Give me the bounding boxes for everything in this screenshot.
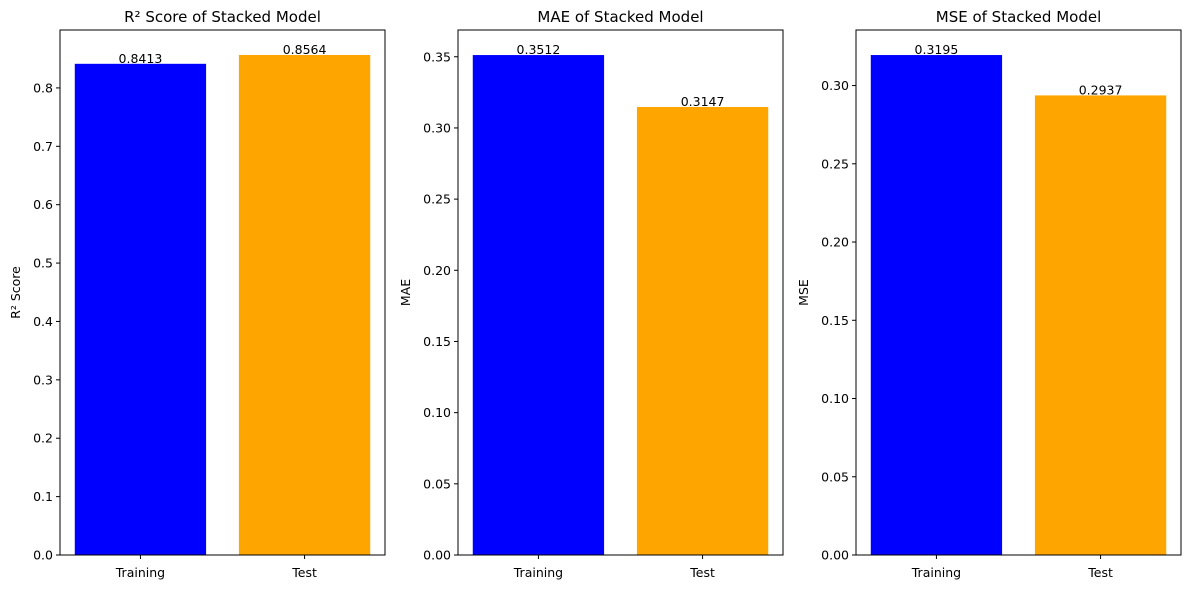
chart-panel-2: 0.3512 Training 0.3147 Test 0.00 0.05 0.10 0.15… [398, 8, 784, 580]
y-tick-label: 0.05 [821, 469, 849, 484]
y-tick-label: 0.10 [423, 405, 451, 420]
y-tick-label: 0.10 [821, 391, 849, 406]
chart-panel-3: 0.3195 Training 0.2937 Test 0.00 0.05 0.10 0.15… [796, 8, 1182, 580]
y-axis-label: MSE [796, 279, 811, 306]
y-tick-label: 0.25 [821, 156, 849, 171]
chart-title: MAE of Stacked Model [537, 8, 703, 26]
y-tick-label: 0.00 [821, 548, 849, 563]
y-tick-label: 0.20 [423, 263, 451, 278]
data-label-training: 0.3512 [517, 42, 561, 57]
bar-training [74, 63, 207, 555]
y-tick-label: 0.1 [33, 489, 53, 504]
bar-test [1034, 95, 1167, 555]
plot-frame [855, 29, 1182, 556]
y-tick-label: 0.8 [33, 80, 53, 95]
bar-training [870, 55, 1003, 555]
y-tick-label: 0.4 [33, 314, 53, 329]
y-tick-label: 0.6 [33, 197, 53, 212]
y-tick-label: 0.30 [423, 120, 451, 135]
y-axis-label: MAE [398, 279, 413, 306]
x-tick-label-training: Training [115, 565, 165, 580]
y-tick-label: 0.0 [33, 548, 53, 563]
y-tick-label: 0.15 [423, 334, 451, 349]
y-axis-label: R² Score [8, 266, 23, 319]
y-tick-label: 0.25 [423, 192, 451, 207]
bar-training [472, 55, 605, 555]
plot-frame [457, 29, 784, 556]
y-tick-label: 0.5 [33, 256, 53, 271]
chart-title: MSE of Stacked Model [936, 8, 1101, 26]
y-tick-label: 0.30 [821, 78, 849, 93]
x-tick-label-training: Training [513, 565, 563, 580]
y-tick-label: 0.00 [423, 548, 451, 563]
y-tick-label: 0.15 [821, 313, 849, 328]
bar-test [636, 107, 769, 556]
data-label-training: 0.3195 [915, 42, 959, 57]
y-tick-label: 0.35 [423, 49, 451, 64]
data-label-test: 0.2937 [1079, 82, 1123, 97]
y-tick-label: 0.3 [33, 372, 53, 387]
y-tick-label: 0.7 [33, 139, 53, 154]
y-tick-label: 0.20 [821, 235, 849, 250]
plot-frame [59, 29, 386, 556]
bar-test [238, 54, 371, 555]
data-label-test: 0.3147 [681, 94, 725, 109]
data-label-training: 0.8413 [119, 51, 163, 66]
y-tick-label: 0.2 [33, 431, 53, 446]
y-tick-label: 0.05 [423, 476, 451, 491]
x-tick-label-test: Test [689, 565, 715, 580]
chart-title: R² Score of Stacked Model [124, 8, 321, 26]
chart-panel-1: 0.8413 Training 0.8564 Test 0.0 0.1 0.2 0.3 0.4 0… [8, 8, 386, 580]
data-label-test: 0.8564 [283, 42, 327, 57]
x-tick-label-test: Test [1087, 565, 1113, 580]
x-tick-label-training: Training [911, 565, 961, 580]
x-tick-label-test: Test [291, 565, 317, 580]
